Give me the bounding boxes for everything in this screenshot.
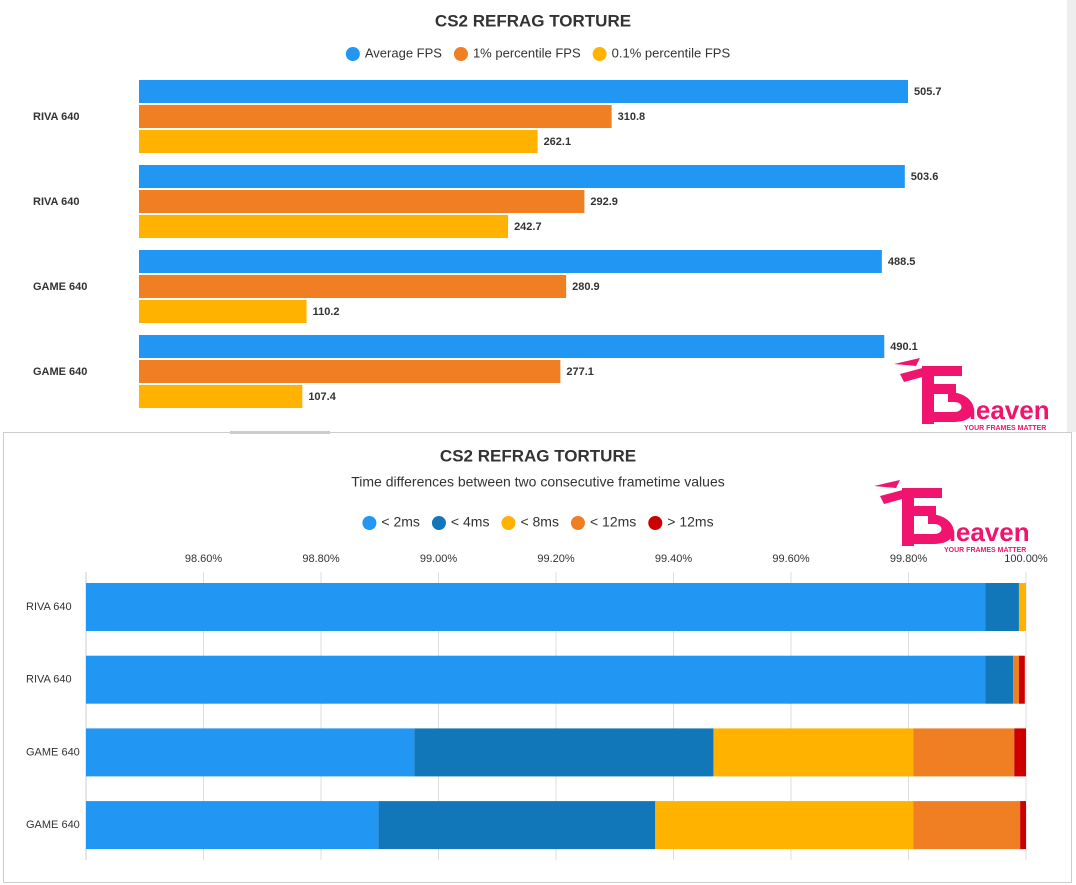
value-label: 242.7 bbox=[514, 221, 542, 233]
logo-brand: heaven bbox=[960, 395, 1050, 425]
value-label: 277.1 bbox=[566, 366, 594, 378]
logo-wing bbox=[874, 480, 910, 504]
x-tick-label: 98.60% bbox=[185, 553, 223, 565]
scroll-edge bbox=[1067, 0, 1076, 432]
x-tick-label: 99.80% bbox=[890, 553, 928, 565]
category-label: RIVA 640 bbox=[26, 601, 72, 613]
bar-segment bbox=[1018, 583, 1026, 631]
logo-tagline: YOUR FRAMES MATTER bbox=[964, 425, 1046, 432]
bar-segment bbox=[1014, 728, 1026, 777]
legend-swatch bbox=[345, 47, 360, 61]
bar bbox=[139, 130, 538, 153]
legend-swatch bbox=[570, 516, 585, 530]
x-tick-label: 99.20% bbox=[537, 553, 575, 565]
legend-label: < 4ms bbox=[451, 514, 490, 530]
value-label: 490.1 bbox=[890, 341, 918, 353]
category-label: RIVA 640 bbox=[26, 674, 72, 686]
logo-brand: heaven bbox=[940, 517, 1030, 547]
bar-segment bbox=[378, 801, 656, 850]
bar bbox=[139, 385, 303, 408]
legend-swatch bbox=[431, 516, 446, 530]
logo-tagline: YOUR FRAMES MATTER bbox=[944, 547, 1026, 554]
value-label: 262.1 bbox=[544, 136, 572, 148]
bar-segment bbox=[414, 728, 714, 777]
legend-label: 0.1% percentile FPS bbox=[612, 45, 731, 60]
category-label: GAME 640 bbox=[33, 366, 87, 378]
bar bbox=[139, 215, 509, 238]
logo-s bbox=[922, 392, 974, 422]
x-tick-label: 98.80% bbox=[302, 553, 340, 565]
value-label: 310.8 bbox=[618, 111, 646, 123]
bar-segment bbox=[713, 728, 914, 777]
legend-label: Average FPS bbox=[365, 45, 442, 60]
value-label: 505.7 bbox=[914, 86, 942, 98]
legend-label: < 8ms bbox=[520, 514, 559, 530]
value-label: 503.6 bbox=[911, 171, 939, 183]
chart-subtitle: Time differences between two consecutive… bbox=[351, 474, 725, 490]
value-label: 280.9 bbox=[572, 281, 600, 293]
bar bbox=[139, 165, 905, 188]
legend-label: < 12ms bbox=[590, 514, 636, 530]
legend: Average FPS 1% percentile FPS 0.1% percent… bbox=[345, 45, 731, 61]
bar bbox=[139, 80, 908, 103]
chart-title: CS2 REFRAG TORTURE bbox=[440, 446, 636, 465]
logo-s bbox=[902, 514, 954, 544]
legend-swatch bbox=[501, 516, 516, 530]
bar bbox=[139, 190, 585, 213]
chart-title: CS2 REFRAG TORTURE bbox=[435, 11, 631, 30]
x-tick-label: 99.00% bbox=[420, 553, 458, 565]
legend-swatch bbox=[648, 516, 663, 530]
bar bbox=[139, 275, 567, 298]
bar-segment bbox=[913, 728, 1015, 777]
bar-segment bbox=[985, 655, 1014, 704]
logo: heaven YOUR FRAMES MATTER bbox=[874, 480, 1030, 554]
legend-label: < 2ms bbox=[381, 514, 420, 530]
bar-segment bbox=[985, 583, 1019, 631]
bar-segment bbox=[655, 801, 914, 850]
legend-swatch bbox=[453, 47, 468, 61]
bar bbox=[139, 335, 885, 358]
bar-segment bbox=[86, 801, 379, 850]
x-tick-label: 100.00% bbox=[1004, 553, 1048, 565]
x-tick-label: 99.60% bbox=[772, 553, 810, 565]
x-tick-label: 99.40% bbox=[655, 553, 693, 565]
legend-swatch bbox=[362, 516, 377, 530]
category-label: RIVA 640 bbox=[33, 196, 79, 208]
logo-wing bbox=[894, 358, 930, 382]
bar-segment bbox=[86, 583, 986, 631]
bar-segment bbox=[1013, 655, 1019, 704]
value-label: 488.5 bbox=[888, 256, 916, 268]
category-label: GAME 640 bbox=[26, 746, 80, 758]
bar-segment bbox=[1020, 801, 1026, 850]
bar-segment bbox=[1018, 655, 1025, 704]
bar bbox=[139, 250, 882, 273]
legend-swatch bbox=[592, 47, 607, 61]
bar bbox=[139, 300, 307, 323]
category-label: GAME 640 bbox=[26, 819, 80, 831]
bar-segment bbox=[86, 728, 415, 777]
value-label: 107.4 bbox=[308, 391, 336, 403]
bar-segment bbox=[913, 801, 1021, 850]
bar-segment bbox=[86, 655, 986, 704]
divider bbox=[230, 431, 330, 434]
category-label: RIVA 640 bbox=[33, 111, 79, 123]
legend-label: > 12ms bbox=[667, 514, 713, 530]
value-label: 110.2 bbox=[313, 306, 340, 318]
value-label: 292.9 bbox=[590, 196, 618, 208]
logo: heaven YOUR FRAMES MATTER bbox=[894, 358, 1050, 432]
category-label: GAME 640 bbox=[33, 281, 87, 293]
bar bbox=[139, 360, 561, 383]
logo-f bbox=[922, 366, 962, 424]
bar bbox=[139, 105, 612, 128]
legend: < 2ms < 4ms < 8ms < 12ms > 12ms bbox=[362, 514, 714, 530]
logo-f bbox=[902, 488, 942, 546]
legend-label: 1% percentile FPS bbox=[473, 45, 581, 60]
